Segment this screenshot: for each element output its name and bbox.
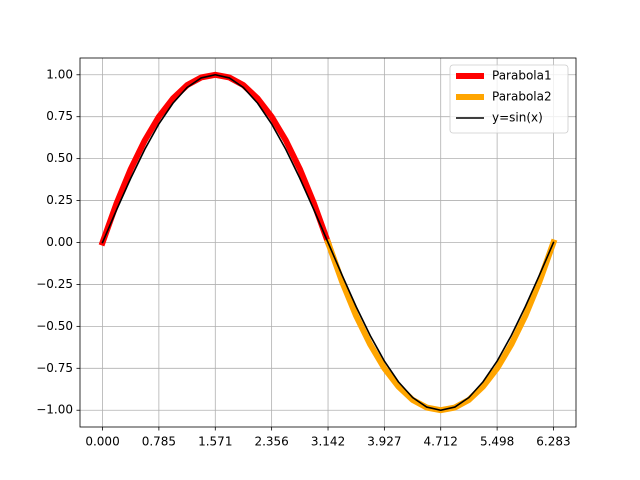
legend-label: Parabola1: [492, 69, 552, 83]
x-tick-label: 3.927: [367, 435, 401, 449]
y-tick-label: 1.00: [46, 67, 73, 81]
y-tick-label: −0.75: [36, 361, 73, 375]
axes-frame: [79, 57, 577, 428]
y-tick-label: 0.00: [46, 235, 73, 249]
y-tick-label: 0.25: [46, 193, 73, 207]
legend: Parabola1 Parabola2 y=sin(x): [449, 64, 569, 134]
x-tick-label: 0.000: [85, 435, 119, 449]
x-tick-label: 1.571: [198, 435, 232, 449]
legend-label: Parabola2: [492, 90, 552, 104]
x-tick-label: 6.283: [536, 435, 570, 449]
x-tick-label: 4.712: [424, 435, 458, 449]
x-tick-label: 3.142: [311, 435, 345, 449]
y-tick-label: −1.00: [36, 403, 73, 417]
x-tick-label: 2.356: [254, 435, 288, 449]
legend-box: [449, 64, 569, 134]
legend-label: y=sin(x): [492, 111, 543, 125]
y-tick-label: −0.25: [36, 277, 73, 291]
y-tick-label: −0.50: [36, 319, 73, 333]
x-tick-label: 5.498: [480, 435, 514, 449]
series-line: [101, 73, 555, 412]
y-tick-label: 0.50: [46, 151, 73, 165]
x-tick-label: 0.785: [142, 435, 176, 449]
y-tick-label: 0.75: [46, 109, 73, 123]
